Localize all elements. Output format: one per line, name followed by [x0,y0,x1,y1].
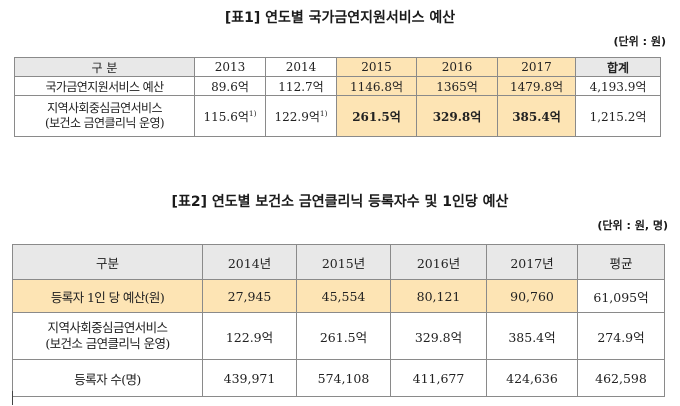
footnote-marker: 1) [248,108,257,118]
table1-unit: (단위 : 원) [613,35,666,48]
table-cell: 1146.8억 [336,76,417,96]
table-cell: 261.5억 [336,95,417,137]
table-cell: 89.6억 [194,76,266,96]
table-cell: 329.8억 [390,312,487,360]
table2-title: [표2] 연도별 보건소 금연클리닉 등록자수 및 1인당 예산 [171,194,509,210]
table1-title: [표1] 연도별 국가금연지원서비스 예산 [224,10,456,26]
table-cell: 80,121 [390,279,487,313]
table-cell: 122.9억1) [265,95,337,137]
table-cell: 115.6억1) [194,95,266,137]
table-row: 등록자 1인 당 예산(원) 27,945 45,554 80,121 90,7… [12,279,665,313]
table-row: 등록자 수(명) 439,971 574,108 411,677 424,636… [12,359,665,397]
cell-value: 122.9억 [274,109,320,124]
clinic-table: 구분 2014년 2015년 2016년 2017년 평균 등록자 1인 당 예… [12,244,665,397]
table-cell: 90,760 [486,279,578,313]
table-row: 지역사회중심금연서비스 (보건소 금연클리닉 운영) 122.9억 261.5억… [12,312,665,360]
header-cell: 2014 [265,57,337,77]
row-label: 등록자 1인 당 예산(원) [12,279,203,313]
header-cell-total: 합계 [575,57,661,77]
row-label: 국가금연지원서비스 예산 [14,76,195,96]
table-cell: 61,095억 [577,279,665,313]
table2-unit: (단위 : 원, 명) [597,219,668,232]
table-cell: 424,636 [486,359,578,397]
table-header-row: 구분 2014년 2015년 2016년 2017년 평균 [12,244,665,280]
header-cell: 2015년 [296,244,391,280]
budget-table: 구 분 2013 2014 2015 2016 2017 합계 국가금연지원서비… [14,57,661,137]
header-cell: 2016년 [390,244,487,280]
header-cell: 2016 [416,57,498,77]
table-row: 국가금연지원서비스 예산 89.6억 112.7억 1146.8억 1365억 … [14,76,661,96]
cell-value: 115.6억 [203,109,249,124]
header-cell: 2015 [336,57,417,77]
row-label-line2: (보건소 금연클리닉 운영) [45,336,170,351]
table-cell: 27,945 [202,279,297,313]
table-header-row: 구 분 2013 2014 2015 2016 2017 합계 [14,57,661,77]
row-label: 등록자 수(명) [12,359,203,397]
table-cell: 439,971 [202,359,297,397]
table-cell: 411,677 [390,359,487,397]
header-cell: 2013 [194,57,266,77]
table-cell: 274.9억 [577,312,665,360]
header-cell: 구 분 [14,57,195,77]
table-cell: 1,215.2억 [575,95,661,137]
row-label-line1: 지역사회중심금연서비스 [47,101,162,115]
row-label: 지역사회중심금연서비스 (보건소 금연클리닉 운영) [14,95,195,137]
footnote-marker: 1) [319,108,328,118]
table-row: 지역사회중심금연서비스 (보건소 금연클리닉 운영) 115.6억1) 122.… [14,95,661,137]
table-cell: 385.4억 [486,312,578,360]
table-cell: 574,108 [296,359,391,397]
table-cell: 261.5억 [296,312,391,360]
header-cell: 평균 [577,244,665,280]
table-cell: 329.8억 [416,95,498,137]
text-cursor [12,391,13,405]
table-cell: 4,193.9억 [575,76,661,96]
row-label: 지역사회중심금연서비스 (보건소 금연클리닉 운영) [12,312,203,360]
table-cell: 1479.8억 [497,76,576,96]
table-cell: 122.9억 [202,312,297,360]
row-label-line1: 지역사회중심금연서비스 [47,320,169,336]
table-cell: 112.7억 [265,76,337,96]
table-cell: 462,598 [577,359,665,397]
header-cell: 2014년 [202,244,297,280]
table-cell: 1365억 [416,76,498,96]
table-cell: 385.4억 [497,95,576,137]
header-cell: 구분 [12,244,203,280]
header-cell: 2017 [497,57,576,77]
table-cell: 45,554 [296,279,391,313]
row-label-line2: (보건소 금연클리닉 운영) [45,116,165,130]
header-cell: 2017년 [486,244,578,280]
